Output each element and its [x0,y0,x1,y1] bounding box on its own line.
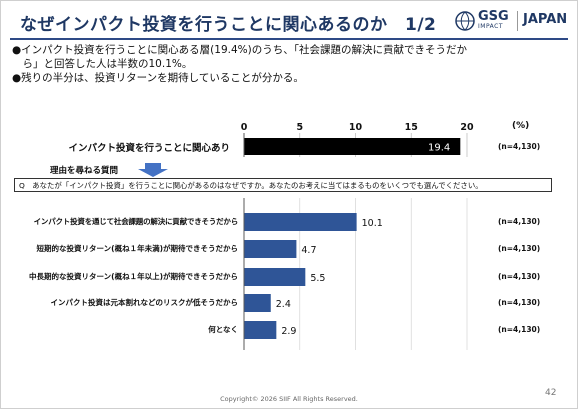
bar-4 [244,321,277,339]
top-bar-value-label: 19.4 [428,143,450,154]
bar-value-label-0: 10.1 [362,218,383,229]
question-box: Q あなたが「インパクト投資」を行うことに関心があるのはなぜですか。あなたのお考… [14,178,552,192]
category-label-4: 何となく [208,325,238,334]
tick-label-10: 10 [348,122,363,133]
logo-divider [517,11,518,31]
top-bar-label: インパクト投資を行うことに関心あり [68,143,230,154]
logo-gsg: GSG [478,9,509,24]
logo-impact: IMPACT [478,23,504,30]
logo: GSG IMPACT JAPAN [455,9,570,33]
tick-label-0: 0 [240,122,248,133]
tick-label-15: 15 [404,122,418,133]
bar-value-label-3: 2.4 [276,299,291,310]
bar-2 [244,268,306,286]
top-bar [244,138,461,155]
bar-value-label-4: 2.9 [281,326,296,337]
bar-3 [244,294,271,312]
bullet-2: ●残りの半分は、投資リターンを期待していることが分かる。 [12,72,304,84]
tick-label-20: 20 [460,122,474,133]
n-label-4: (n=4,130) [498,325,541,334]
globe-logo-icon [455,11,475,31]
n-label-0: (n=4,130) [498,217,541,226]
category-label-2: 中長期的な投資リターン(概ね１年以上)が期待できそうだから [29,272,238,281]
page-number: 42 [545,388,557,398]
tick-label-5: 5 [296,122,304,133]
logo-japan: JAPAN [523,12,568,27]
reason-title: 理由を尋ねる質問 [50,166,119,176]
title-divider [10,38,568,40]
bar-value-label-2: 5.5 [310,273,325,284]
page-title: なぜインパクト投資を行うことに関心あるのか 1/2 [20,15,437,35]
bar-0 [244,213,357,231]
top-bar-n: (n=4,130) [498,142,541,151]
n-label-1: (n=4,130) [498,244,541,253]
n-label-2: (n=4,130) [498,272,541,281]
arrow-down-icon [138,163,168,177]
axis-unit: (%) [512,121,530,131]
category-label-1: 短期的な投資リターン(概ね１年未満)が期待できそうだから [36,244,238,253]
n-label-3: (n=4,130) [498,298,541,307]
bullet-1: ●インパクト投資を行うことに関心ある層(19.4%)のうち、「社会課題の解決に貢… [12,44,467,56]
category-label-0: インパクト投資を通じて社会課題の解決に貢献できそうだから [33,217,239,226]
bullet-1-cont: ら」と回答した人は半数の10.1%。 [12,58,193,70]
bar-value-label-1: 4.7 [301,245,316,256]
category-label-3: インパクト投資は元本割れなどのリスクが低そうだから [50,298,239,307]
footer-copyright: Copyright© 2026 SIIF All Rights Reserved… [220,395,358,403]
summary-bullets: ●インパクト投資を行うことに関心ある層(19.4%)のうち、「社会課題の解決に貢… [12,43,562,85]
bar-1 [244,240,297,258]
